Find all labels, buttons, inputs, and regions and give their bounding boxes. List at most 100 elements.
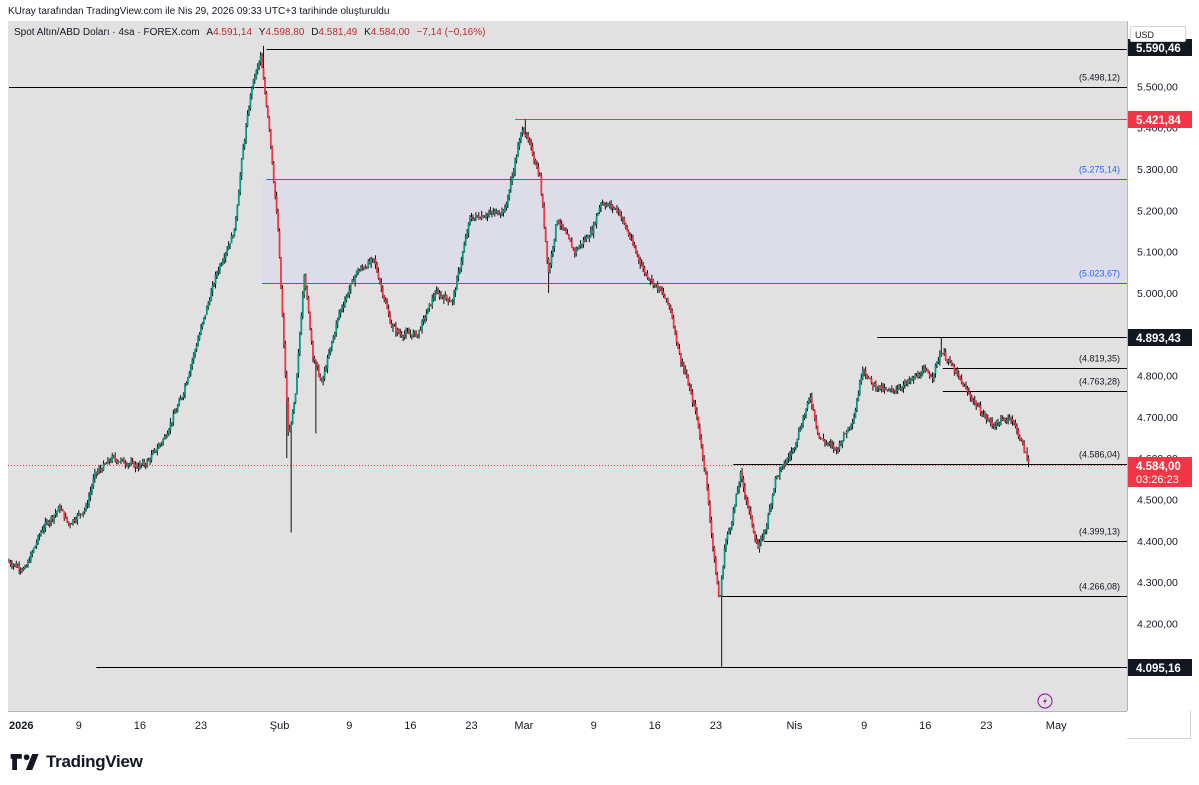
candle-up — [214, 275, 217, 285]
candle-down — [490, 211, 493, 213]
candle-down — [80, 514, 83, 516]
candle-up — [1000, 419, 1002, 426]
lightning-icon-ring — [1037, 693, 1053, 709]
candle-up — [556, 220, 559, 225]
candle-up — [850, 424, 853, 428]
candle-down — [928, 373, 931, 377]
candle-down — [810, 397, 813, 406]
time-axis[interactable]: 2026 9 16 23 Şub 9 16 23 Mar 9 16 23 Nis 9 16 23 May — [8, 711, 1127, 739]
candle-down — [387, 308, 390, 315]
price-tick-label: 4.300,00 — [1137, 577, 1178, 589]
candle-down — [957, 373, 960, 376]
candle-up — [253, 77, 256, 79]
candle-down — [581, 243, 583, 245]
candle-down — [741, 472, 743, 479]
candle-down — [870, 378, 873, 383]
candle-down — [565, 230, 567, 234]
candle-up — [806, 402, 809, 409]
candle-down — [649, 279, 652, 281]
candle-up — [197, 339, 199, 346]
chart-plot-area[interactable]: (5.498,12) (5.275,14) (5.023,67) (4.819,35)… — [8, 21, 1127, 711]
candle-up — [515, 156, 518, 161]
time-tick-label: 16 — [919, 720, 931, 732]
candle-up — [109, 461, 112, 463]
candle-up — [435, 291, 438, 295]
candle-up — [354, 275, 357, 282]
candle-up — [495, 210, 498, 212]
candle-down — [626, 227, 629, 231]
candle-up — [392, 325, 394, 328]
price-axis[interactable]: 4.200,004.300,004.400,004.500,004.600,00… — [1127, 21, 1192, 711]
candle-up — [592, 223, 595, 234]
candle-down — [149, 459, 151, 461]
candle-down — [397, 329, 400, 334]
candle-up — [258, 61, 261, 66]
candle-up — [233, 228, 236, 238]
candle-down — [701, 444, 704, 458]
candle-down — [992, 425, 995, 427]
candle-down — [314, 360, 317, 363]
candle-down — [893, 389, 896, 392]
candle-down — [409, 334, 412, 336]
candle-up — [735, 494, 738, 505]
candle-up — [53, 514, 55, 520]
candle-down — [761, 537, 764, 539]
time-tick-label: 23 — [465, 720, 477, 732]
candle-up — [22, 568, 25, 571]
candle-up — [172, 413, 175, 423]
candle-down — [912, 377, 915, 380]
candle-down — [15, 563, 18, 568]
candle-up — [1007, 418, 1010, 421]
candle-down — [390, 323, 393, 328]
candle-down — [502, 210, 505, 213]
candle-down — [777, 475, 780, 477]
candle-up — [325, 368, 327, 371]
candle-down — [986, 419, 989, 421]
candle-up — [426, 308, 429, 314]
candle-up — [403, 334, 406, 337]
open-value: 4.591,14 — [213, 27, 253, 38]
candle-down — [108, 459, 111, 462]
candle-up — [120, 459, 122, 462]
candle-up — [255, 70, 258, 78]
candle-down — [268, 117, 271, 130]
price-tag-label: 4.893,43 — [1136, 333, 1181, 345]
candle-up — [346, 294, 349, 296]
candle-up — [653, 283, 656, 286]
candle-up — [237, 191, 240, 206]
symbol-legend[interactable]: Spot Altın/ABD Doları · 4sa · FOREX.com … — [14, 27, 485, 38]
lightning-icon-bolt — [1043, 697, 1047, 705]
candle-up — [413, 331, 416, 333]
price-tag-label: 5.421,84 — [1136, 115, 1181, 127]
candle-up — [578, 246, 581, 250]
candle-up — [60, 509, 63, 511]
level-label: (5.275,14) — [1079, 165, 1120, 175]
price-tag-label: 5.590,46 — [1136, 43, 1181, 55]
candle-down — [28, 561, 31, 563]
candle-up — [764, 529, 767, 532]
candle-down — [1027, 458, 1030, 463]
currency-selector[interactable]: USD — [1130, 26, 1186, 42]
candle-up — [851, 422, 854, 425]
candle-up — [520, 133, 522, 140]
candle-up — [978, 405, 981, 407]
candle-down — [277, 211, 279, 231]
candle-down — [640, 264, 643, 266]
candle-up — [194, 349, 197, 354]
candle-up — [739, 472, 742, 484]
candle-up — [360, 267, 362, 271]
candle-down — [282, 316, 285, 345]
candle-down — [812, 405, 815, 410]
candle-down — [1011, 419, 1014, 422]
candle-down — [1005, 420, 1008, 422]
candle-down — [668, 303, 671, 307]
candle-down — [137, 467, 140, 469]
candle-up — [150, 454, 153, 461]
candle-up — [463, 245, 466, 253]
candle-up — [239, 175, 242, 192]
candle-up — [805, 408, 807, 415]
symbol-name[interactable]: Spot Altın/ABD Doları · 4sa · FOREX.com — [14, 27, 200, 38]
candle-up — [765, 526, 768, 530]
candle-down — [316, 362, 319, 367]
tradingview-logo[interactable]: TradingView — [10, 751, 143, 773]
